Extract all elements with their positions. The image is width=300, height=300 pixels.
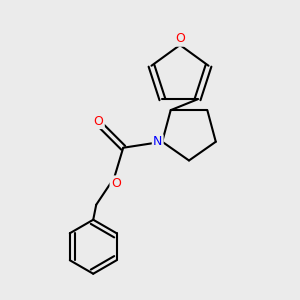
Text: O: O bbox=[175, 32, 185, 46]
Text: O: O bbox=[94, 115, 103, 128]
Text: O: O bbox=[111, 177, 121, 190]
Text: N: N bbox=[153, 135, 162, 148]
